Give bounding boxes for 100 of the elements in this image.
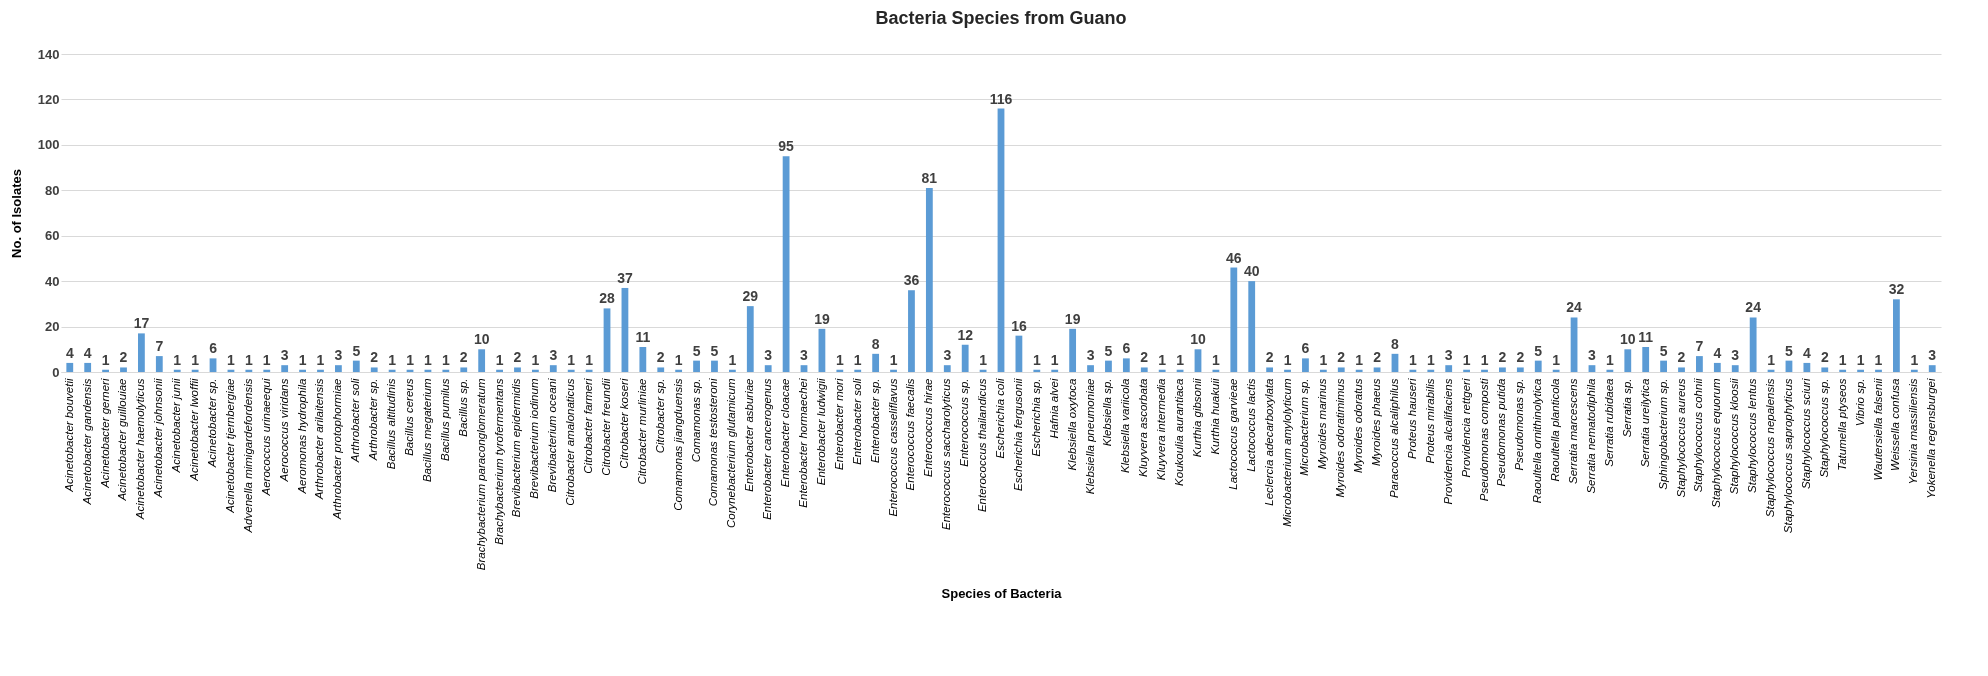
data-label: 36 [903, 272, 920, 289]
data-label: 1 [674, 351, 683, 368]
bar [352, 360, 360, 372]
x-tick-label: Comamonas sp. [689, 378, 702, 463]
bar [1534, 360, 1542, 372]
x-tick-label: Kluyvera ascorbata [1137, 378, 1150, 477]
bar [1839, 369, 1847, 372]
data-label: 3 [1086, 347, 1095, 364]
bar [1606, 369, 1614, 372]
data-label: 2 [513, 349, 522, 366]
bar [1266, 367, 1274, 372]
bar [335, 365, 342, 372]
bar [693, 360, 700, 372]
y-tick-label: 40 [45, 273, 60, 289]
data-label: 3 [800, 347, 809, 364]
x-tick-label: Sphingobacterium sp. [1656, 378, 1669, 490]
data-label: 1 [1605, 351, 1614, 368]
data-label: 10 [473, 331, 490, 348]
x-tick-label: Klebsiella oxytoca [1065, 378, 1078, 471]
data-label: 1 [173, 351, 182, 368]
y-tick-label: 140 [37, 46, 60, 62]
bar [1302, 358, 1309, 372]
y-tick-label: 20 [45, 319, 60, 335]
bar [496, 369, 503, 372]
data-label: 3 [334, 347, 343, 364]
bar [549, 365, 557, 372]
x-tick-label: Enterococcus hirae [922, 378, 935, 477]
data-label: 3 [1444, 347, 1453, 364]
bar [836, 369, 844, 372]
data-label: 2 [1516, 349, 1525, 366]
x-tick-label: Staphylococcus sp. [1817, 378, 1830, 478]
data-label: 1 [1874, 351, 1883, 368]
x-tick-label: Citrobacter murliniae [635, 378, 648, 485]
x-tick-label: Acinetobacter sp. [206, 378, 219, 469]
data-label: 2 [370, 349, 379, 366]
bar [1445, 365, 1453, 372]
data-label: 1 [1212, 351, 1220, 368]
x-tick-label: Aeromonas hydrophila [295, 378, 308, 495]
bar [1373, 367, 1381, 372]
data-label: 2 [656, 349, 665, 366]
x-tick-label: Serratia ureilytica [1638, 378, 1651, 468]
x-tick-label: Advenella mimigardefordensis [241, 378, 254, 534]
x-tick-label: Klebsiella variicola [1119, 378, 1132, 474]
data-label: 1 [1480, 351, 1489, 368]
x-tick-label: Acinetobacter bouvetii [62, 378, 75, 493]
data-label: 11 [635, 329, 651, 346]
x-tick-label: Staphylococcus equorum [1710, 378, 1723, 508]
x-tick-label: Arthrobacter arilaitensis [313, 378, 326, 501]
data-label: 8 [1391, 335, 1400, 352]
data-label: 1 [262, 351, 271, 368]
x-tick-label: Acinetobacter tjernbergiae [223, 378, 236, 514]
bar [84, 362, 92, 372]
bar [209, 358, 217, 372]
x-tick-label: Arthrobacter soli [349, 378, 362, 464]
x-tick-label: Kurthia huakuii [1208, 378, 1221, 455]
bar [1713, 362, 1721, 372]
data-label: 46 [1226, 249, 1242, 266]
data-label: 1 [889, 351, 898, 368]
bar [908, 290, 915, 372]
bar [1069, 328, 1077, 372]
x-tick-label: Pseudomonas composti [1477, 378, 1490, 502]
data-label: 2 [1140, 349, 1149, 366]
x-tick-label: Brachybacterium tyrofermentans [492, 378, 505, 545]
data-label: 28 [599, 290, 616, 307]
x-tick-label: Citrobacter amalonaticus [564, 378, 577, 506]
x-tick-label: Microbacterium amylolyticum [1280, 378, 1293, 527]
data-label: 1 [1767, 351, 1776, 368]
data-label: 3 [943, 347, 952, 364]
bar [800, 365, 808, 372]
x-tick-label: Proteus hauseri [1405, 378, 1418, 460]
x-tick-label: Myroides phaeus [1370, 378, 1383, 467]
data-label: 37 [617, 269, 633, 286]
data-label: 19 [1064, 310, 1081, 327]
x-tick-label: Bacillus pumilus [438, 378, 451, 461]
x-tick-label: Serratia rubidaea [1602, 378, 1615, 467]
x-tick-label: Escherichia fergusonii [1011, 378, 1024, 492]
x-tick-label: Comamonas testosteroni [707, 378, 720, 507]
x-tick-label: Citrobacter koseri [617, 378, 630, 469]
data-label: 11 [1638, 329, 1654, 346]
x-tick-label: Providencia alcalifaciens [1441, 378, 1454, 505]
data-label: 2 [1820, 349, 1829, 366]
y-tick-label: 0 [52, 364, 60, 380]
x-tick-label: Staphylococcus aureus [1674, 378, 1687, 498]
x-tick-label: Brevibacterium iodinum [528, 378, 541, 499]
x-tick-label: Enterococcus thailandicus [976, 378, 989, 513]
data-label: 24 [1745, 299, 1762, 316]
bar [317, 369, 324, 372]
chart-title: Bacteria Species from Guano [875, 8, 1127, 28]
x-tick-label: Enterococcus casseliflavus [886, 378, 899, 517]
data-label: 24 [1566, 299, 1583, 316]
data-label: 95 [778, 138, 795, 155]
data-label: 19 [814, 310, 830, 327]
bar [1624, 349, 1632, 372]
bar [639, 347, 647, 372]
x-tick-label: Enterococcus sp. [958, 378, 971, 467]
bar [388, 369, 396, 372]
x-tick-label: Myroides odoratus [1352, 378, 1365, 474]
x-tick-label: Weissella confusa [1889, 378, 1902, 471]
bar [66, 362, 74, 372]
bar [1140, 367, 1148, 372]
